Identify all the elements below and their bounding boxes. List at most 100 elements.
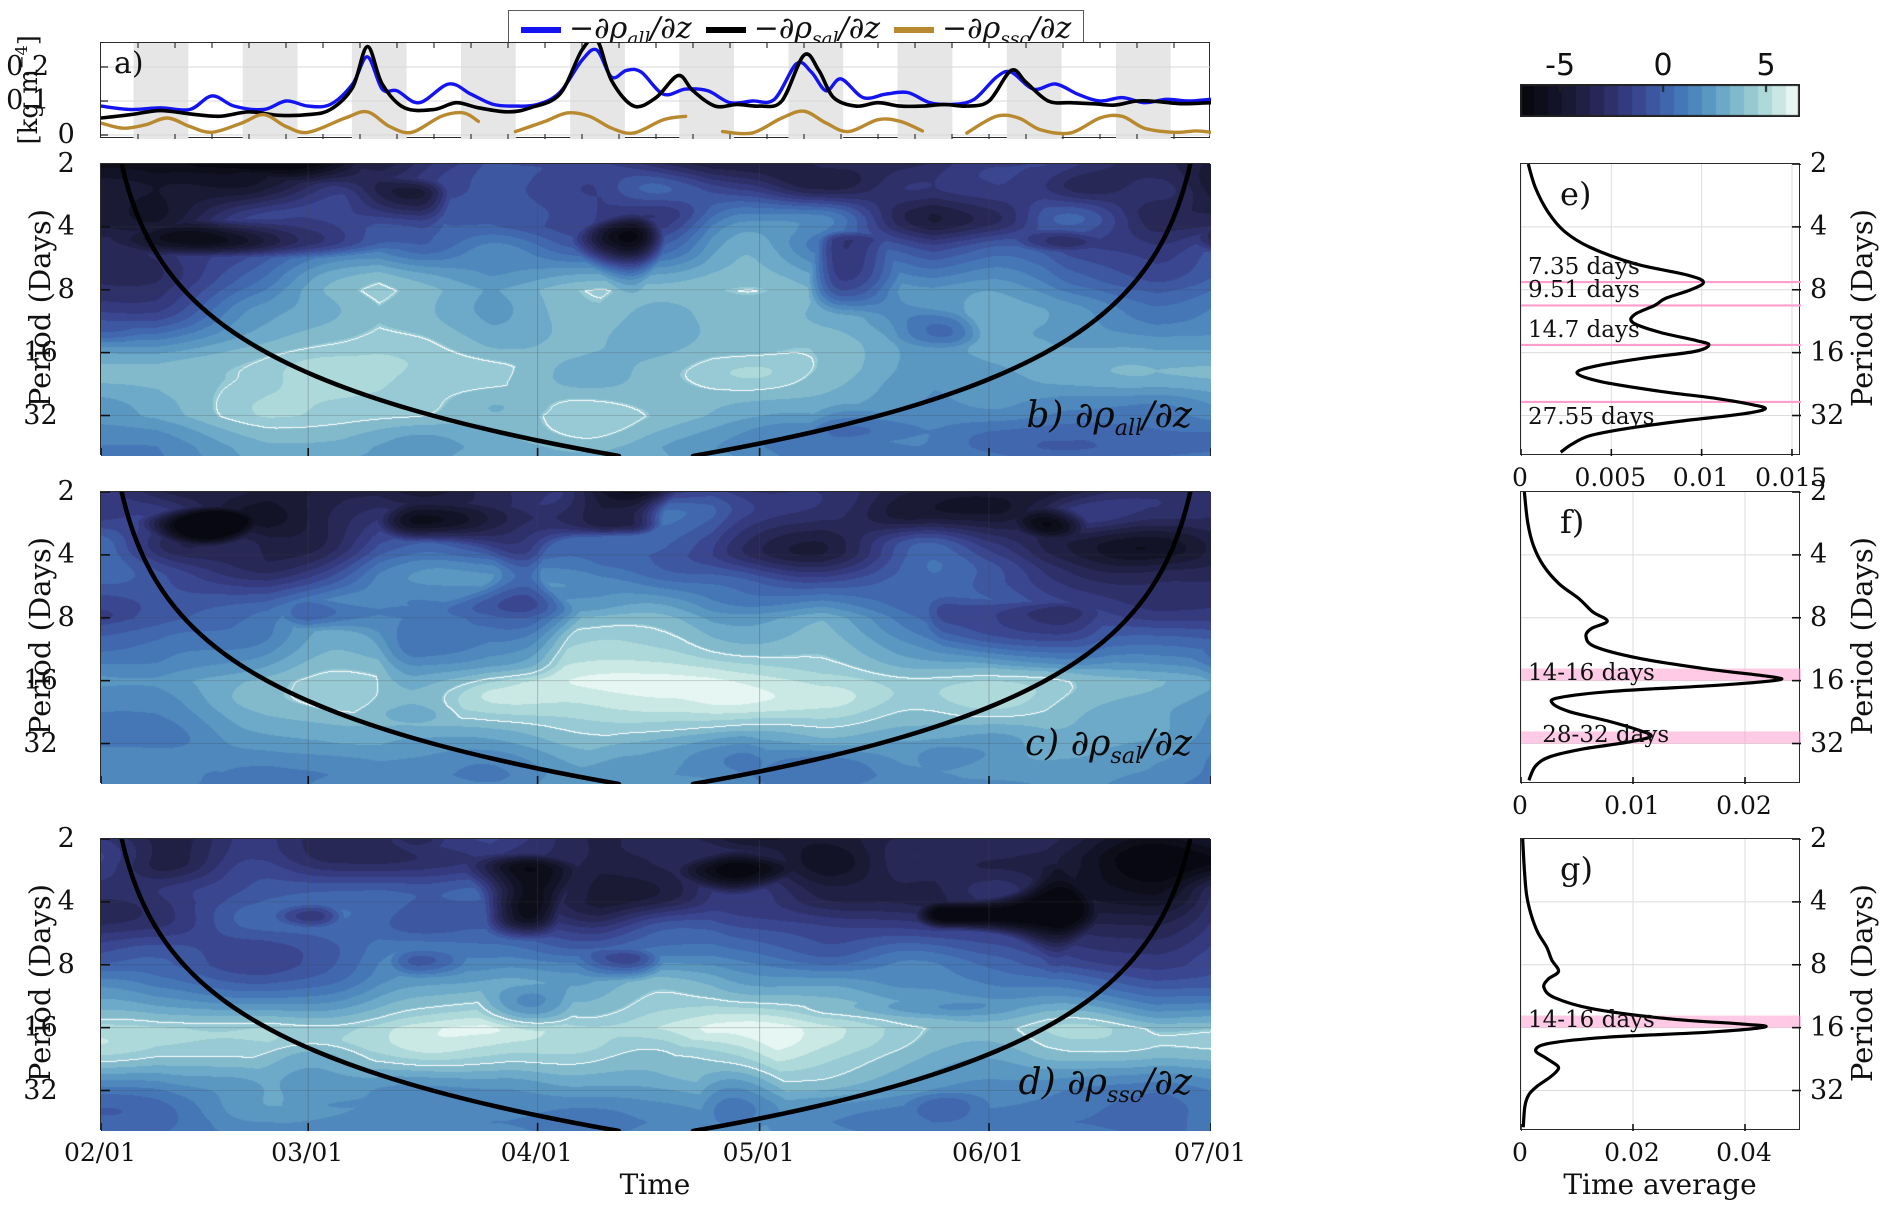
legend-line-swatch-ssc	[894, 27, 935, 33]
period-tick-label: 2	[1810, 823, 1828, 854]
period-tick-label: 2	[57, 148, 75, 179]
period-tick-label: 4	[57, 538, 75, 570]
time-axis-label: Time	[619, 1168, 691, 1201]
period-tick-label: 32	[23, 727, 58, 759]
colorbar-tick-label: -5	[1545, 48, 1576, 83]
panel-c-wavelet-sal	[100, 491, 1211, 784]
time-tick-label: 03/01	[271, 1138, 344, 1167]
cone-of-influence-right	[690, 839, 1193, 1131]
period-tick-label: 8	[1810, 273, 1828, 305]
colorbar-tick-label: 5	[1756, 48, 1776, 83]
time-tick-label: 02/01	[63, 1138, 137, 1167]
marker-label: 14.7 days	[1528, 316, 1640, 343]
legend: −∂ρall/∂z −∂ρsal/∂z −∂ρssc/∂z	[508, 10, 1085, 50]
panel-g-letter: g)	[1560, 850, 1593, 888]
panel-a-plot	[101, 43, 1211, 139]
legend-item-sal: −∂ρsal/∂z	[705, 10, 881, 50]
timeavg-curve-g	[1521, 839, 1768, 1128]
wavelet-heatmap-d	[101, 839, 1211, 1131]
panel-b-wavelet-all	[100, 163, 1211, 456]
period-tick-label: 8	[1810, 601, 1828, 633]
timeavg-xtick-label: 0	[1512, 463, 1528, 492]
period-tick-label: 32	[1810, 1074, 1845, 1106]
period-axis-label: Period (Days)	[23, 883, 57, 1083]
timeavg-curve-e	[1526, 164, 1767, 454]
wavelet-overlay-c	[101, 492, 1211, 784]
cone-of-influence-right	[690, 492, 1193, 784]
period-tick-label: 2	[57, 476, 75, 507]
period-tick-label: 8	[57, 601, 75, 633]
period-tick-label: 8	[57, 948, 75, 980]
cone-of-influence-left	[119, 492, 622, 784]
panel-d-label: d) ∂ρssc/∂z	[1018, 1062, 1192, 1109]
period-tick-label: 16	[1810, 1011, 1845, 1043]
cone-of-influence-right	[690, 164, 1193, 456]
colorbar-tick-label: 0	[1653, 48, 1673, 83]
band-label: 14-16 days	[1528, 659, 1655, 686]
timeavg-curve-f	[1522, 492, 1784, 781]
cone-of-influence-left	[119, 839, 622, 1131]
series-−∂ρ_all/∂z	[101, 47, 1211, 112]
timeavg-xtick-label: 0.015	[1755, 463, 1827, 492]
period-tick-label: 4	[1810, 210, 1828, 242]
panel-f-letter: f)	[1560, 503, 1585, 541]
cone-of-influence-left	[119, 164, 622, 456]
period-tick-label: 4	[57, 210, 75, 242]
period-tick-label: 32	[1810, 727, 1845, 759]
period-tick-label: 16	[23, 336, 58, 368]
timeavg-plot-g	[1521, 839, 1801, 1131]
panel-a-letter: a)	[114, 46, 144, 81]
series-−∂ρ_ssc/∂z	[965, 113, 1211, 136]
series-−∂ρ_ssc/∂z	[513, 110, 688, 135]
colorbar	[1520, 84, 1800, 117]
legend-line-swatch-all	[521, 27, 561, 33]
panel-a-ytick: 0.2	[6, 51, 50, 82]
period-tick-label: 16	[23, 664, 58, 696]
spring-tide-band	[1115, 43, 1171, 139]
timeavg-xtick-label: 0.005	[1574, 463, 1647, 492]
panel-b-label: b) ∂ρall/∂z	[1026, 395, 1192, 442]
marker-label: 9.51 days	[1528, 277, 1640, 304]
series-−∂ρ_ssc/∂z	[720, 109, 925, 136]
period-tick-label: 16	[23, 1011, 58, 1043]
band-label: 14-16 days	[1528, 1006, 1655, 1033]
wavelet-heatmap-c	[101, 492, 1211, 784]
period-tick-label: 8	[57, 273, 75, 305]
time-tick-label: 06/01	[951, 1138, 1025, 1167]
legend-label-all: −∂ρall/∂z	[569, 10, 692, 50]
timeavg-plot-e	[1521, 164, 1801, 456]
period-tick-label: 4	[57, 885, 75, 917]
panel-c-label: c) ∂ρsal/∂z	[1024, 723, 1192, 770]
panel-g-timeavg-ssc	[1520, 838, 1801, 1131]
time-tick-label: 04/01	[500, 1138, 573, 1167]
timeavg-xtick-label: 0.01	[1672, 463, 1729, 492]
period-axis-label: Period (Days)	[1845, 208, 1879, 408]
wavelet-heatmap-b	[101, 164, 1211, 456]
timeavg-plot-f	[1521, 492, 1801, 784]
panel-a-ytick: 0.1	[6, 85, 50, 116]
wavelet-overlay-d	[101, 839, 1211, 1131]
timeavg-xtick-label: 0.01	[1604, 791, 1660, 820]
period-axis-label: Period (Days)	[1845, 536, 1879, 736]
time-average-axis-label: Time average	[1563, 1168, 1757, 1201]
period-axis-label: Period (Days)	[23, 536, 57, 736]
period-tick-label: 32	[23, 399, 58, 431]
time-tick-label: 07/01	[1173, 1138, 1247, 1167]
panel-a-ytick: 0	[57, 119, 75, 150]
wavelet-overlay-b	[101, 164, 1211, 456]
panel-e-timeavg-all	[1520, 163, 1801, 456]
legend-label-sal: −∂ρsal/∂z	[753, 10, 881, 50]
highlight-band	[1521, 731, 1801, 744]
timeavg-xtick-label: 0	[1512, 1138, 1528, 1167]
period-tick-label: 16	[1810, 336, 1845, 368]
panel-f-timeavg-sal	[1520, 491, 1801, 784]
timeavg-xtick-label: 0.02	[1716, 791, 1772, 820]
panel-d-wavelet-ssc	[100, 838, 1211, 1131]
marker-label: 7.35 days	[1528, 254, 1640, 281]
timeavg-xtick-label: 0.04	[1716, 1138, 1772, 1167]
spring-tide-band	[242, 43, 298, 139]
period-axis-label: Period (Days)	[1845, 883, 1879, 1083]
period-tick-label: 32	[1810, 399, 1845, 431]
time-tick-label: 05/01	[722, 1138, 795, 1167]
period-tick-label: 2	[1810, 148, 1828, 179]
